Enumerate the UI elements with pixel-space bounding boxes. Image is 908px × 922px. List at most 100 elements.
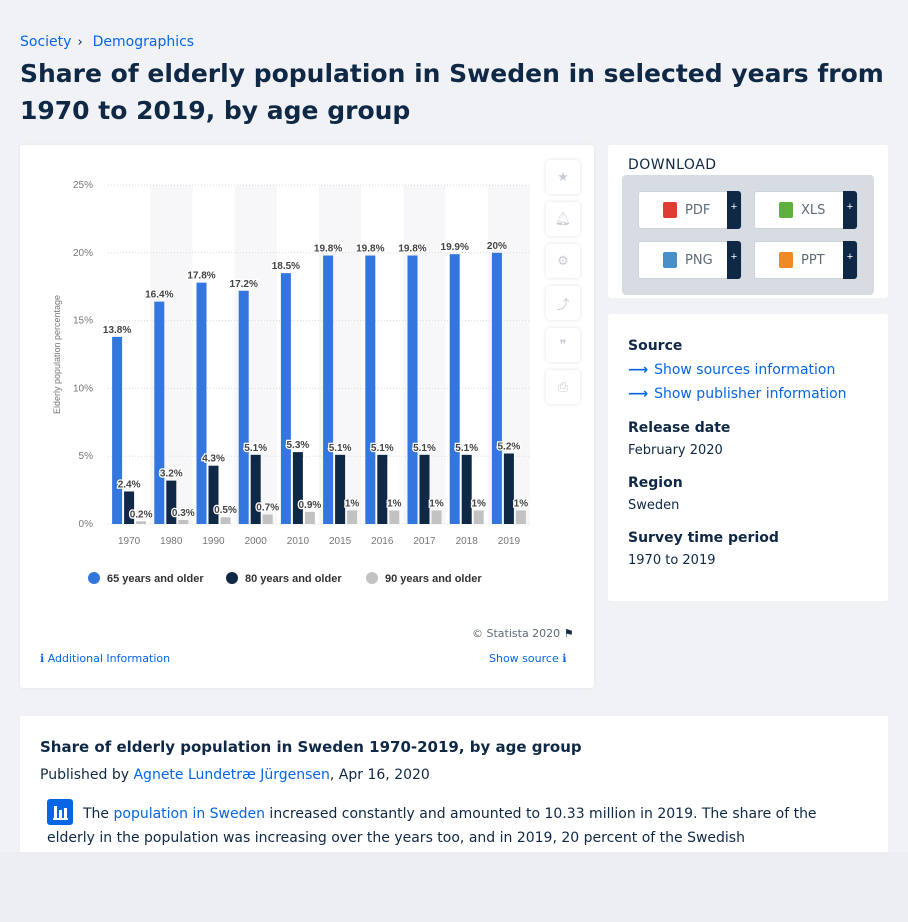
download-buttons: PDF + XLS + PNG + PPT + — [622, 175, 874, 295]
download-xls-button[interactable]: XLS + — [754, 191, 858, 229]
x-tick-label: 1970 — [118, 536, 141, 547]
data-label: 5.1% — [371, 443, 394, 454]
quote-icon[interactable]: ❞ — [546, 328, 580, 362]
data-label: 5.1% — [329, 443, 352, 454]
data-label: 5.1% — [455, 443, 478, 454]
breadcrumb: Society › Demographics — [20, 34, 194, 50]
bar — [449, 254, 460, 524]
arrow-right-icon: ⟶ — [628, 386, 649, 402]
plus-icon[interactable]: + — [727, 241, 741, 279]
article-title: Share of elderly population in Sweden 19… — [40, 738, 582, 756]
data-label: 4.3% — [202, 454, 225, 465]
article-published: Published by Agnete Lundetræ Jürgensen, … — [40, 767, 430, 783]
breadcrumb-demographics[interactable]: Demographics — [92, 34, 195, 50]
info-card: Source ⟶ Show sources information ⟶ Show p… — [608, 314, 888, 601]
x-tick-label: 2016 — [371, 536, 394, 547]
article-text-pre: The — [83, 806, 114, 822]
gear-icon[interactable]: ⚙ — [546, 244, 580, 278]
bar — [407, 255, 418, 524]
data-label: 5.3% — [287, 440, 310, 451]
data-label: 13.8% — [103, 325, 131, 336]
data-label: 20% — [487, 241, 507, 252]
release-heading: Release date — [628, 420, 731, 436]
bar — [154, 301, 165, 524]
y-tick-label: 0% — [79, 519, 94, 530]
arrow-right-icon: ⟶ — [628, 362, 649, 378]
data-label: 1% — [514, 498, 529, 509]
download-png-button[interactable]: PNG + — [638, 241, 742, 279]
flag-icon[interactable]: ⚑ — [563, 627, 574, 640]
ppt-icon — [779, 252, 793, 268]
info-icon: ℹ — [562, 652, 567, 665]
bar — [112, 336, 123, 524]
print-icon[interactable]: ⎙ — [546, 370, 580, 404]
y-tick-label: 15% — [73, 316, 93, 327]
data-label: 0.5% — [214, 505, 237, 516]
bar — [166, 480, 177, 524]
bar — [503, 453, 514, 524]
x-tick-label: 1980 — [160, 536, 183, 547]
plus-icon[interactable]: + — [727, 191, 741, 229]
bar — [292, 452, 303, 524]
survey-value: 1970 to 2019 — [628, 553, 716, 568]
bar — [196, 282, 207, 524]
article-card: Share of elderly population in Sweden 19… — [20, 716, 888, 856]
bell-icon[interactable]: 🔔︎ — [546, 202, 580, 236]
legend-marker — [88, 572, 100, 584]
x-tick-label: 2018 — [456, 536, 479, 547]
data-label: 1% — [345, 498, 360, 509]
legend-label: 80 years and older — [245, 573, 342, 585]
published-prefix: Published by — [40, 767, 134, 783]
show-source-link[interactable]: Show source ℹ — [489, 652, 566, 665]
data-label: 0.7% — [256, 503, 279, 514]
pdf-icon — [663, 202, 677, 218]
data-label: 19.8% — [356, 244, 384, 255]
share-icon[interactable]: ⤴ — [546, 286, 580, 320]
png-label: PNG — [685, 252, 713, 268]
data-label: 0.3% — [172, 508, 195, 519]
show-sources-link[interactable]: ⟶ Show sources information — [628, 362, 835, 378]
data-label: 0.9% — [299, 500, 322, 511]
author-link[interactable]: Agnete Lundetræ Jürgensen — [133, 767, 330, 783]
bottom-bar — [0, 852, 908, 922]
additional-information-label: Additional Information — [47, 652, 171, 665]
article-text: The population in Sweden increased const… — [47, 802, 837, 850]
x-tick-label: 2019 — [498, 536, 521, 547]
x-tick-label: 2015 — [329, 536, 352, 547]
bar — [389, 510, 400, 524]
plus-icon[interactable]: + — [843, 191, 857, 229]
download-pdf-button[interactable]: PDF + — [638, 191, 742, 229]
legend-label: 90 years and older — [385, 573, 482, 585]
x-tick-label: 1990 — [202, 536, 225, 547]
region-value: Sweden — [628, 498, 680, 513]
data-label: 5.1% — [413, 443, 436, 454]
data-label: 1% — [471, 498, 486, 509]
data-label: 5.1% — [244, 443, 267, 454]
show-publisher-label: Show publisher information — [654, 386, 847, 402]
download-ppt-button[interactable]: PPT + — [754, 241, 858, 279]
plus-icon[interactable]: + — [843, 241, 857, 279]
bar — [491, 252, 502, 525]
info-icon: ℹ — [40, 652, 45, 665]
download-card: DOWNLOAD PDF + XLS + PNG + PPT + — [608, 145, 888, 298]
additional-information-link[interactable]: ℹ Additional Information — [40, 652, 170, 665]
data-label: 0.2% — [130, 509, 153, 520]
bar-chart: 0% 5% 10% 15% 20% 25% Elderly population perce… — [52, 180, 530, 585]
x-tick-label: 2017 — [413, 536, 436, 547]
page-title: Share of elderly population in Sweden in… — [20, 59, 884, 125]
show-publisher-link[interactable]: ⟶ Show publisher information — [628, 386, 847, 402]
x-tick-label: 2000 — [245, 536, 268, 547]
bar — [323, 255, 334, 524]
population-sweden-link[interactable]: population in Sweden — [113, 806, 265, 822]
star-icon[interactable]: ★ — [546, 160, 580, 194]
copyright-text: © Statista 2020 — [472, 627, 561, 640]
bar — [280, 273, 291, 524]
bar — [347, 510, 358, 524]
breadcrumb-society[interactable]: Society — [20, 34, 72, 50]
source-heading: Source — [628, 338, 683, 354]
chart-tools: ★ 🔔︎ ⚙ ⤴ ❞ ⎙ — [546, 160, 580, 404]
show-source-label: Show source — [489, 652, 559, 665]
ppt-label: PPT — [801, 252, 825, 268]
data-label: 18.5% — [272, 261, 300, 272]
bar — [461, 454, 472, 524]
